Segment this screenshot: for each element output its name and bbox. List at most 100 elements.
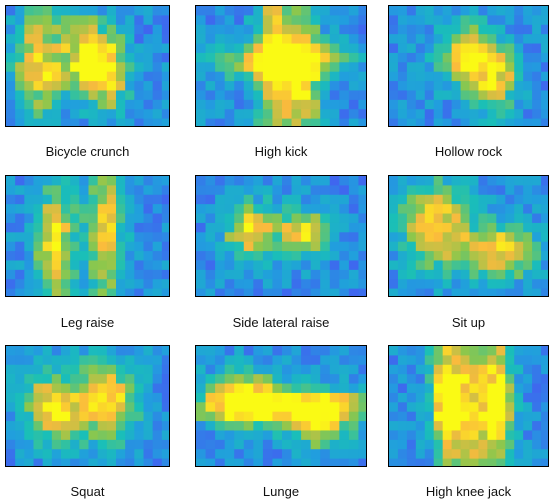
heatmap-cell	[478, 195, 487, 205]
heatmap-cell	[349, 440, 359, 450]
heatmap-cell	[43, 251, 53, 261]
heatmap-cell	[215, 53, 225, 63]
heatmap-cell	[215, 34, 225, 44]
heatmap-cell	[206, 459, 216, 467]
heatmap-cell	[162, 204, 170, 214]
heatmap-cell	[487, 195, 496, 205]
heatmap-cell	[407, 119, 416, 127]
heatmap-cell	[487, 72, 496, 82]
heatmap-cell	[61, 90, 71, 100]
heatmap-cell	[425, 223, 434, 233]
heatmap-cell	[70, 346, 80, 356]
heatmap-cell	[282, 251, 292, 261]
heatmap-cell	[487, 81, 496, 91]
heatmap-cell	[225, 90, 235, 100]
heatmap-cell	[292, 223, 302, 233]
heatmap-cell	[116, 90, 126, 100]
heatmap-cell	[153, 34, 163, 44]
heatmap-cell	[272, 119, 282, 127]
heatmap-cell	[144, 412, 154, 422]
heatmap-cell	[487, 34, 496, 44]
heatmap-cell	[215, 449, 225, 459]
heatmap-cell	[125, 62, 135, 72]
heatmap-cell	[523, 449, 532, 459]
heatmap-cell	[523, 260, 532, 270]
heatmap-cell	[523, 72, 532, 82]
heatmap-cell	[15, 251, 25, 261]
heatmap-cell	[43, 223, 53, 233]
heatmap-cell	[416, 449, 425, 459]
heatmap-cell	[407, 15, 416, 25]
heatmap-cell	[349, 44, 359, 54]
heatmap-cell	[523, 100, 532, 110]
heatmap-cell	[292, 251, 302, 261]
heatmap-cell	[349, 355, 359, 365]
heatmap-cell	[443, 176, 452, 186]
heatmap-cell	[339, 6, 349, 16]
heatmap-cell	[434, 365, 443, 375]
heatmap-cell	[398, 44, 407, 54]
heatmap-cell	[339, 430, 349, 440]
heatmap-cell	[125, 279, 135, 289]
heatmap-cell	[330, 90, 340, 100]
heatmap-cell	[70, 195, 80, 205]
heatmap-cell	[116, 459, 126, 467]
heatmap-cell	[407, 44, 416, 54]
heatmap-cell	[452, 25, 461, 35]
heatmap-cell	[541, 34, 549, 44]
heatmap-cell	[225, 393, 235, 403]
heatmap-cell	[153, 440, 163, 450]
heatmap-cell	[452, 119, 461, 127]
heatmap-cell	[125, 459, 135, 467]
heatmap-cell	[134, 355, 144, 365]
heatmap-cell	[206, 393, 216, 403]
heatmap-cell	[107, 393, 117, 403]
heatmap-cell	[206, 289, 216, 297]
heatmap-cell	[320, 185, 330, 195]
heatmap-cell	[253, 223, 263, 233]
heatmap-cell	[434, 195, 443, 205]
heatmap-cell	[478, 44, 487, 54]
heatmap-cell	[416, 440, 425, 450]
heatmap-cell	[225, 412, 235, 422]
heatmap-cell	[89, 440, 99, 450]
heatmap-cell	[339, 15, 349, 25]
heatmap-cell	[532, 119, 541, 127]
heatmap-cell	[330, 204, 340, 214]
heatmap-cell	[523, 195, 532, 205]
heatmap-cell	[153, 119, 163, 127]
heatmap-cell	[162, 176, 170, 186]
heatmap-cell	[196, 412, 206, 422]
heatmap-cell	[514, 15, 523, 25]
heatmap-cell	[107, 119, 117, 127]
heatmap-cell	[144, 119, 154, 127]
heatmap-cell	[292, 440, 302, 450]
heatmap-cell	[79, 53, 89, 63]
heatmap-cell	[311, 119, 321, 127]
heatmap-cell	[34, 232, 44, 242]
heatmap-cell	[70, 421, 80, 431]
heatmap-cell	[206, 72, 216, 82]
heatmap-cell	[505, 449, 514, 459]
heatmap-cell	[79, 90, 89, 100]
heatmap-cell	[52, 223, 62, 233]
heatmap-cell	[292, 53, 302, 63]
heatmap-cell	[196, 421, 206, 431]
heatmap-cell	[196, 449, 206, 459]
heatmap-cell	[272, 365, 282, 375]
heatmap-cell	[70, 393, 80, 403]
heatmap-cell	[263, 449, 273, 459]
heatmap-cell	[79, 232, 89, 242]
heatmap-cell	[434, 242, 443, 252]
heatmap-cell	[487, 90, 496, 100]
heatmap-cell	[89, 384, 99, 394]
heatmap-cell	[425, 81, 434, 91]
heatmap-cell	[116, 214, 126, 224]
heatmap-cell	[358, 393, 367, 403]
heatmap-cell	[407, 214, 416, 224]
heatmap-cell	[244, 214, 254, 224]
heatmap-cell	[34, 223, 44, 233]
heatmap-cell	[225, 62, 235, 72]
heatmap-cell	[134, 204, 144, 214]
heatmap-cell	[6, 440, 16, 450]
